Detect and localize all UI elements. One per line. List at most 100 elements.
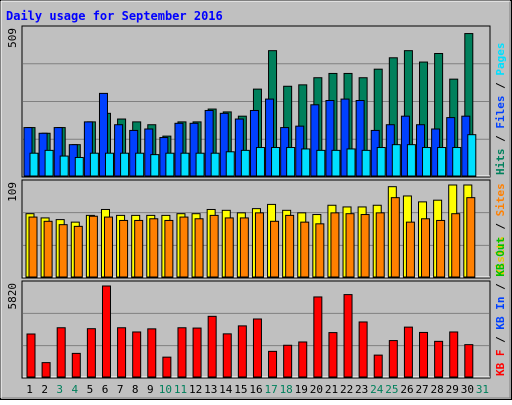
x-tick-label: 10 [159, 383, 172, 396]
hits-legend-item: Pages [494, 43, 507, 76]
kbytes-bar [222, 333, 232, 378]
files-bar [204, 109, 214, 177]
sites-bar [360, 214, 370, 278]
hits-max-label: 509 [6, 28, 19, 48]
kbytes-bar [298, 341, 308, 378]
sites-bar [134, 219, 144, 278]
files-bar [23, 127, 33, 177]
x-tick-label: 8 [132, 383, 139, 396]
pages-bar [135, 152, 145, 177]
x-tick-label: 13 [204, 383, 217, 396]
pages-bar [74, 156, 84, 177]
sites-bar [164, 219, 174, 278]
kbytes-bar [373, 354, 383, 378]
kbytes-legend-item: KB Out [494, 237, 507, 277]
hits-legend: Hits / Files / Pages [494, 43, 507, 176]
pages-bar [406, 144, 416, 177]
pages-bar [422, 147, 432, 177]
kbytes-bar [147, 328, 157, 378]
x-tick-label: 3 [56, 383, 63, 396]
kbytes-bar [101, 285, 111, 378]
x-tick-label: 6 [102, 383, 109, 396]
x-tick-label: 19 [295, 383, 308, 396]
x-tick-label: 4 [72, 383, 79, 396]
pages-bar [165, 152, 175, 177]
x-tick-label: 23 [355, 383, 368, 396]
x-tick-label: 9 [147, 383, 154, 396]
x-tick-label: 11 [174, 383, 187, 396]
x-tick-label: 29 [446, 383, 459, 396]
kbytes-legend-item: KB In [494, 297, 507, 330]
visits-max-label: 109 [6, 182, 19, 202]
x-tick-label: 2 [41, 383, 48, 396]
kbytes-bar [86, 328, 96, 378]
sites-bar [224, 217, 234, 278]
pages-bar [44, 149, 54, 177]
kbytes-bar [449, 331, 459, 378]
kbytes-bar [252, 318, 262, 378]
x-tick-label: 1 [26, 383, 33, 396]
sites-bar [194, 218, 204, 278]
sites-bar [436, 219, 446, 278]
hits-legend-item: Hits [494, 149, 507, 176]
panel-hits: 509 Hits / Files / Pages [6, 25, 507, 178]
pages-bar [255, 147, 265, 177]
hits-legend-item: Files [494, 96, 507, 129]
pages-bar [286, 147, 296, 177]
kbytes-bar [162, 356, 172, 378]
pages-bar [361, 149, 371, 177]
x-tick-label: 27 [415, 383, 428, 396]
files-bar [355, 100, 365, 177]
sites-bar [300, 221, 310, 278]
kbytes-bar [343, 294, 353, 378]
x-tick-label: 5 [87, 383, 94, 396]
visits-legend: Visits / Sites [494, 183, 507, 276]
pages-bar [195, 152, 205, 177]
chart-title: Daily usage for September 2016 [6, 9, 223, 23]
files-bar [265, 98, 275, 177]
sites-bar [209, 214, 219, 278]
files-bar [219, 112, 229, 177]
hits-legend-item: / [494, 76, 507, 96]
pages-bar [29, 152, 39, 177]
sites-bar [239, 217, 249, 278]
kbytes-bar [328, 332, 338, 378]
sites-bar [466, 197, 476, 278]
sites-bar [330, 212, 340, 278]
x-tick-label: 26 [400, 383, 413, 396]
kbytes-bar [434, 340, 444, 378]
panel-kbytes: 5820 KB F / KB In / KB Out [6, 237, 507, 379]
x-tick-label: 15 [234, 383, 247, 396]
pages-bar [225, 151, 235, 177]
pages-bar [331, 149, 341, 177]
kbytes-legend-item: / [494, 330, 507, 350]
files-bar [98, 92, 108, 177]
x-tick-label: 28 [431, 383, 444, 396]
files-bar [310, 104, 320, 177]
files-bar [83, 121, 93, 177]
files-bar [114, 124, 124, 177]
files-bar [53, 127, 63, 177]
kbytes-bar [132, 331, 142, 378]
sites-bar [345, 213, 355, 278]
sites-bar [421, 218, 431, 278]
x-tick-label: 14 [219, 383, 233, 396]
kbytes-bar [71, 352, 81, 378]
kbytes-bar [388, 340, 398, 378]
files-bar [249, 109, 259, 177]
x-tick-label: 24 [370, 383, 384, 396]
pages-bar [104, 152, 114, 177]
visits-legend-item: / [494, 216, 507, 236]
sites-bar [179, 216, 189, 278]
pages-bar [180, 152, 190, 177]
sites-bar [390, 197, 400, 278]
pages-bar [271, 147, 281, 177]
kbytes-bar [41, 362, 51, 378]
x-tick-label: 22 [340, 383, 353, 396]
kbytes-bar [56, 327, 66, 378]
kbytes-bar [464, 344, 474, 378]
kbytes-bar [268, 350, 278, 378]
sites-bar [43, 220, 53, 278]
kbytes-bar [313, 296, 323, 378]
